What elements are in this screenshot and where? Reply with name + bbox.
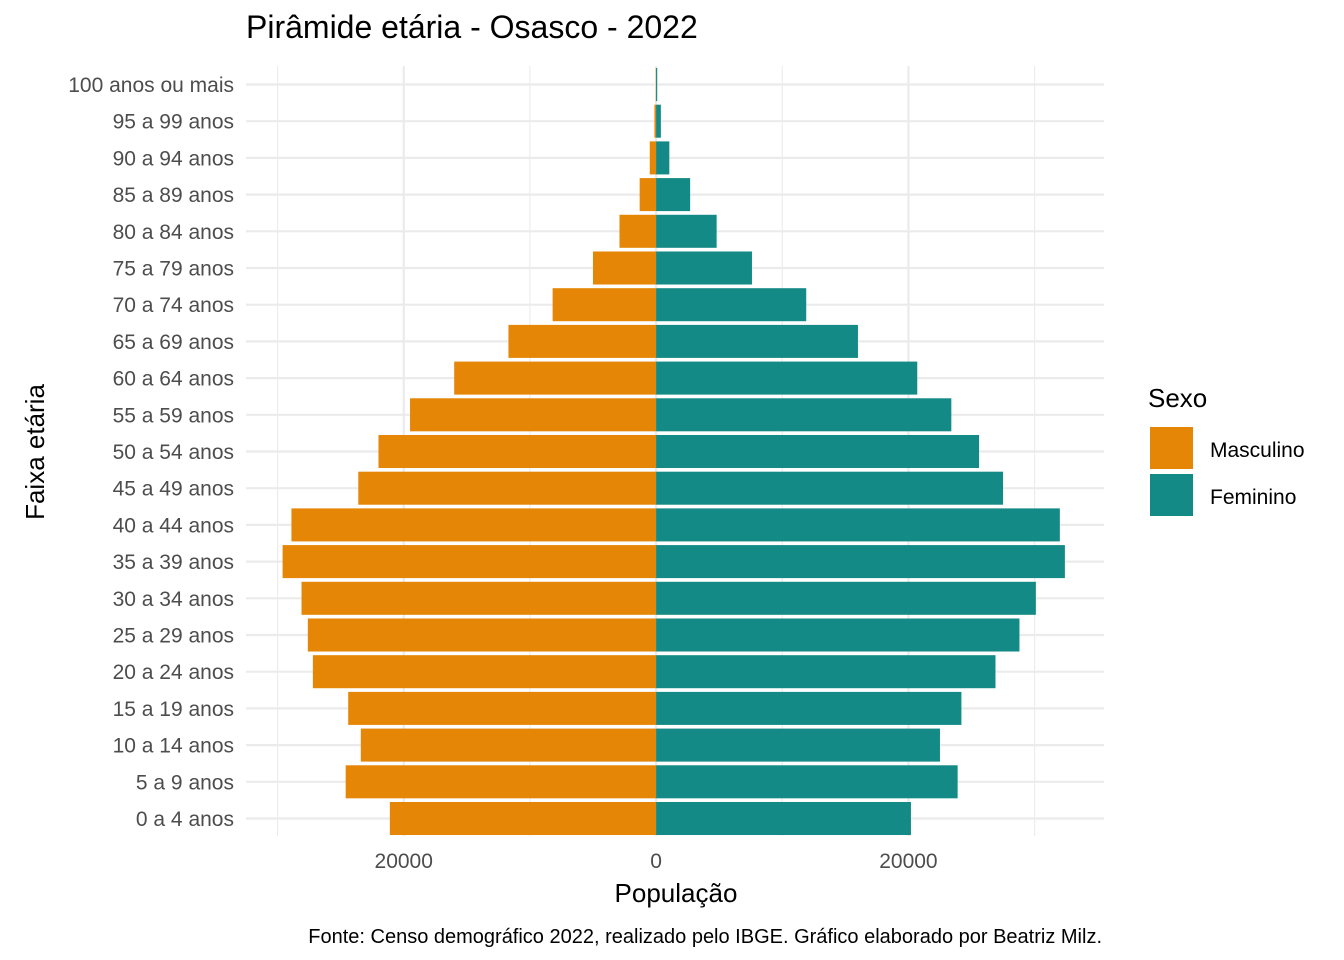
bar-feminino-17 (656, 178, 691, 212)
y-tick-label: 25 a 29 anos (113, 625, 234, 648)
y-tick-label: 65 a 69 anos (113, 331, 234, 354)
bar-feminino-5 (656, 618, 1020, 652)
bar-feminino-8 (656, 508, 1060, 542)
bar-feminino-18 (656, 141, 670, 175)
legend-key-feminino (1150, 474, 1193, 516)
bar-masculino-14 (552, 288, 657, 322)
legend-title: Sexo (1148, 383, 1207, 413)
bar-feminino-3 (656, 691, 962, 725)
bar-masculino-9 (358, 471, 657, 505)
bar-feminino-2 (656, 728, 940, 762)
bar-feminino-4 (656, 655, 996, 689)
y-tick-label: 10 a 14 anos (113, 735, 234, 758)
bar-feminino-7 (656, 545, 1065, 579)
bar-feminino-13 (656, 324, 858, 358)
bar-masculino-17 (639, 178, 657, 212)
caption: Fonte: Censo demográfico 2022, realizado… (308, 926, 1102, 948)
x-tick-label: 20000 (879, 850, 937, 873)
legend-key-masculino (1150, 427, 1193, 469)
x-tick-labels: 20000 0 20000 (375, 850, 938, 873)
y-tick-label: 85 a 89 anos (113, 184, 234, 207)
bar-feminino-11 (656, 398, 952, 432)
bar-feminino-14 (656, 288, 807, 322)
bar-masculino-11 (410, 398, 657, 432)
bars (282, 67, 1065, 836)
bar-masculino-6 (301, 581, 657, 615)
bar-masculino-12 (454, 361, 657, 395)
bar-feminino-12 (656, 361, 918, 395)
y-tick-label: 90 a 94 anos (113, 147, 234, 170)
legend-label-feminino: Feminino (1210, 486, 1296, 509)
legend: Sexo Masculino Feminino (1148, 383, 1305, 516)
bar-feminino-15 (656, 251, 752, 285)
y-tick-label: 15 a 19 anos (113, 698, 234, 721)
y-tick-label: 45 a 49 anos (113, 478, 234, 501)
bar-masculino-7 (282, 545, 657, 579)
y-tick-label: 50 a 54 anos (113, 441, 234, 464)
bar-feminino-6 (656, 581, 1036, 615)
y-tick-label: 20 a 24 anos (113, 661, 234, 684)
y-tick-label: 95 a 99 anos (113, 111, 234, 134)
bar-masculino-19 (654, 104, 657, 138)
bar-feminino-16 (656, 214, 717, 248)
bar-feminino-10 (656, 434, 980, 469)
bar-masculino-5 (307, 618, 657, 652)
y-tick-label: 0 a 4 anos (136, 808, 234, 831)
bar-feminino-0 (656, 801, 911, 836)
bar-masculino-15 (592, 251, 657, 285)
bar-feminino-9 (656, 471, 1004, 505)
y-tick-label: 70 a 74 anos (113, 294, 234, 317)
bar-masculino-13 (508, 324, 657, 358)
chart-title: Pirâmide etária - Osasco - 2022 (246, 9, 698, 45)
bar-masculino-0 (389, 801, 657, 836)
y-tick-label: 100 anos ou mais (68, 74, 234, 97)
bar-masculino-16 (619, 214, 657, 248)
bar-masculino-2 (360, 728, 657, 762)
bar-masculino-1 (345, 765, 657, 799)
y-tick-label: 40 a 44 anos (113, 514, 234, 537)
y-tick-label: 75 a 79 anos (113, 258, 234, 281)
y-tick-label: 80 a 84 anos (113, 221, 234, 244)
bar-feminino-20 (656, 67, 658, 102)
y-tick-label: 55 a 59 anos (113, 404, 234, 427)
x-axis-title: População (615, 878, 738, 908)
y-tick-label: 35 a 39 anos (113, 551, 234, 574)
bar-masculino-8 (291, 508, 657, 542)
x-tick-label: 0 (650, 850, 662, 873)
y-tick-labels: 0 a 4 anos 5 a 9 anos 10 a 14 anos 15 a 19 … (68, 74, 234, 831)
y-tick-label: 60 a 64 anos (113, 368, 234, 391)
bar-masculino-3 (348, 691, 657, 725)
y-tick-label: 30 a 34 anos (113, 588, 234, 611)
bar-masculino-18 (649, 141, 657, 175)
legend-label-masculino: Masculino (1210, 439, 1305, 462)
y-tick-label: 5 a 9 anos (136, 771, 234, 794)
x-tick-label: 20000 (375, 850, 433, 873)
y-axis-title: Faixa etária (20, 384, 50, 520)
bar-feminino-1 (656, 765, 958, 799)
bar-masculino-4 (312, 655, 657, 689)
bar-feminino-19 (656, 104, 661, 138)
bar-masculino-10 (378, 434, 657, 469)
